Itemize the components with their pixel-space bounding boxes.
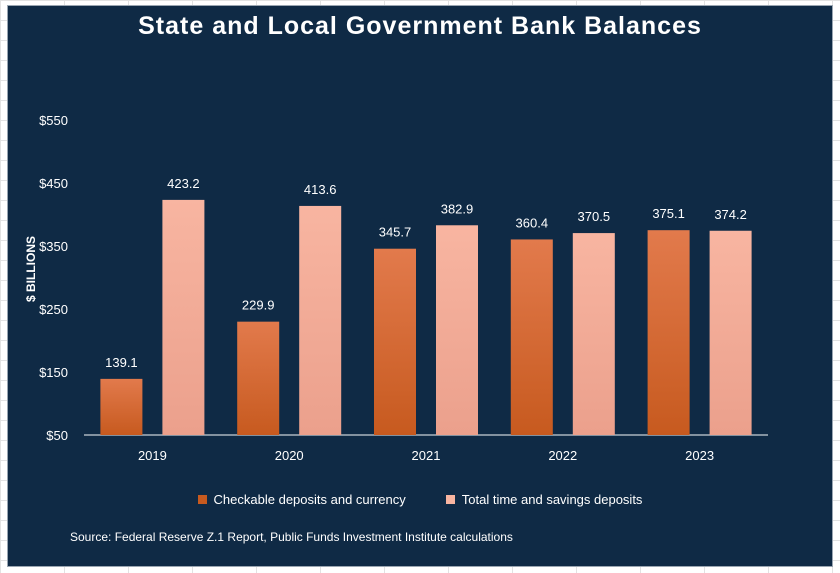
y-tick-label: $450 — [39, 176, 68, 191]
legend-item-checkable: Checkable deposits and currency — [197, 492, 406, 507]
y-tick-label: $550 — [39, 113, 68, 128]
data-label-time-savings-2019: 423.2 — [167, 176, 200, 191]
y-tick-label: $150 — [39, 365, 68, 380]
legend-label-time-savings: Total time and savings deposits — [461, 492, 643, 507]
legend-item-time-savings: Total time and savings deposits — [445, 492, 643, 507]
data-label-checkable-2023: 375.1 — [652, 206, 685, 221]
bar-checkable-2023 — [647, 230, 690, 435]
bar-checkable-2019 — [100, 378, 143, 435]
data-label-time-savings-2021: 382.9 — [441, 201, 474, 216]
bar-time-savings-2021 — [436, 225, 478, 435]
data-label-checkable-2020: 229.9 — [242, 298, 275, 313]
bar-checkable-2020 — [237, 321, 280, 435]
data-label-checkable-2022: 360.4 — [516, 215, 549, 230]
bar-time-savings-2019 — [162, 199, 205, 435]
bar-checkable-2022 — [510, 239, 553, 435]
chart-legend: Checkable deposits and currency Total ti… — [8, 492, 832, 507]
legend-swatch-checkable — [197, 495, 207, 504]
chart-panel[interactable]: State and Local Government Bank Balances… — [8, 6, 832, 566]
x-tick-label-2020: 2020 — [275, 448, 304, 463]
legend-swatch-time-savings — [445, 495, 455, 504]
data-label-time-savings-2023: 374.2 — [714, 207, 747, 222]
y-tick-label: $50 — [46, 428, 68, 443]
x-tick-label-2022: 2022 — [548, 448, 577, 463]
y-tick-label: $350 — [39, 239, 68, 254]
x-tick-label-2023: 2023 — [685, 448, 714, 463]
data-label-checkable-2019: 139.1 — [105, 355, 138, 370]
x-tick-label-2019: 2019 — [138, 448, 167, 463]
bar-time-savings-2020 — [299, 205, 342, 435]
data-label-checkable-2021: 345.7 — [379, 225, 412, 240]
bar-time-savings-2022 — [572, 233, 615, 435]
x-tick-label-2021: 2021 — [412, 448, 441, 463]
chart-title: State and Local Government Bank Balances — [138, 12, 702, 40]
y-tick-label: $250 — [39, 302, 68, 317]
source-note: Source: Federal Reserve Z.1 Report, Publ… — [70, 530, 513, 544]
legend-label-checkable: Checkable deposits and currency — [213, 492, 406, 507]
bar-checkable-2021 — [374, 248, 416, 435]
bar-time-savings-2023 — [709, 230, 752, 435]
bar-chart-plot: $50 $150 $250 $350 $450 $550 139.1 423.2 2019 229… — [39, 113, 768, 463]
data-label-time-savings-2022: 370.5 — [578, 209, 611, 224]
data-label-time-savings-2020: 413.6 — [304, 182, 337, 197]
